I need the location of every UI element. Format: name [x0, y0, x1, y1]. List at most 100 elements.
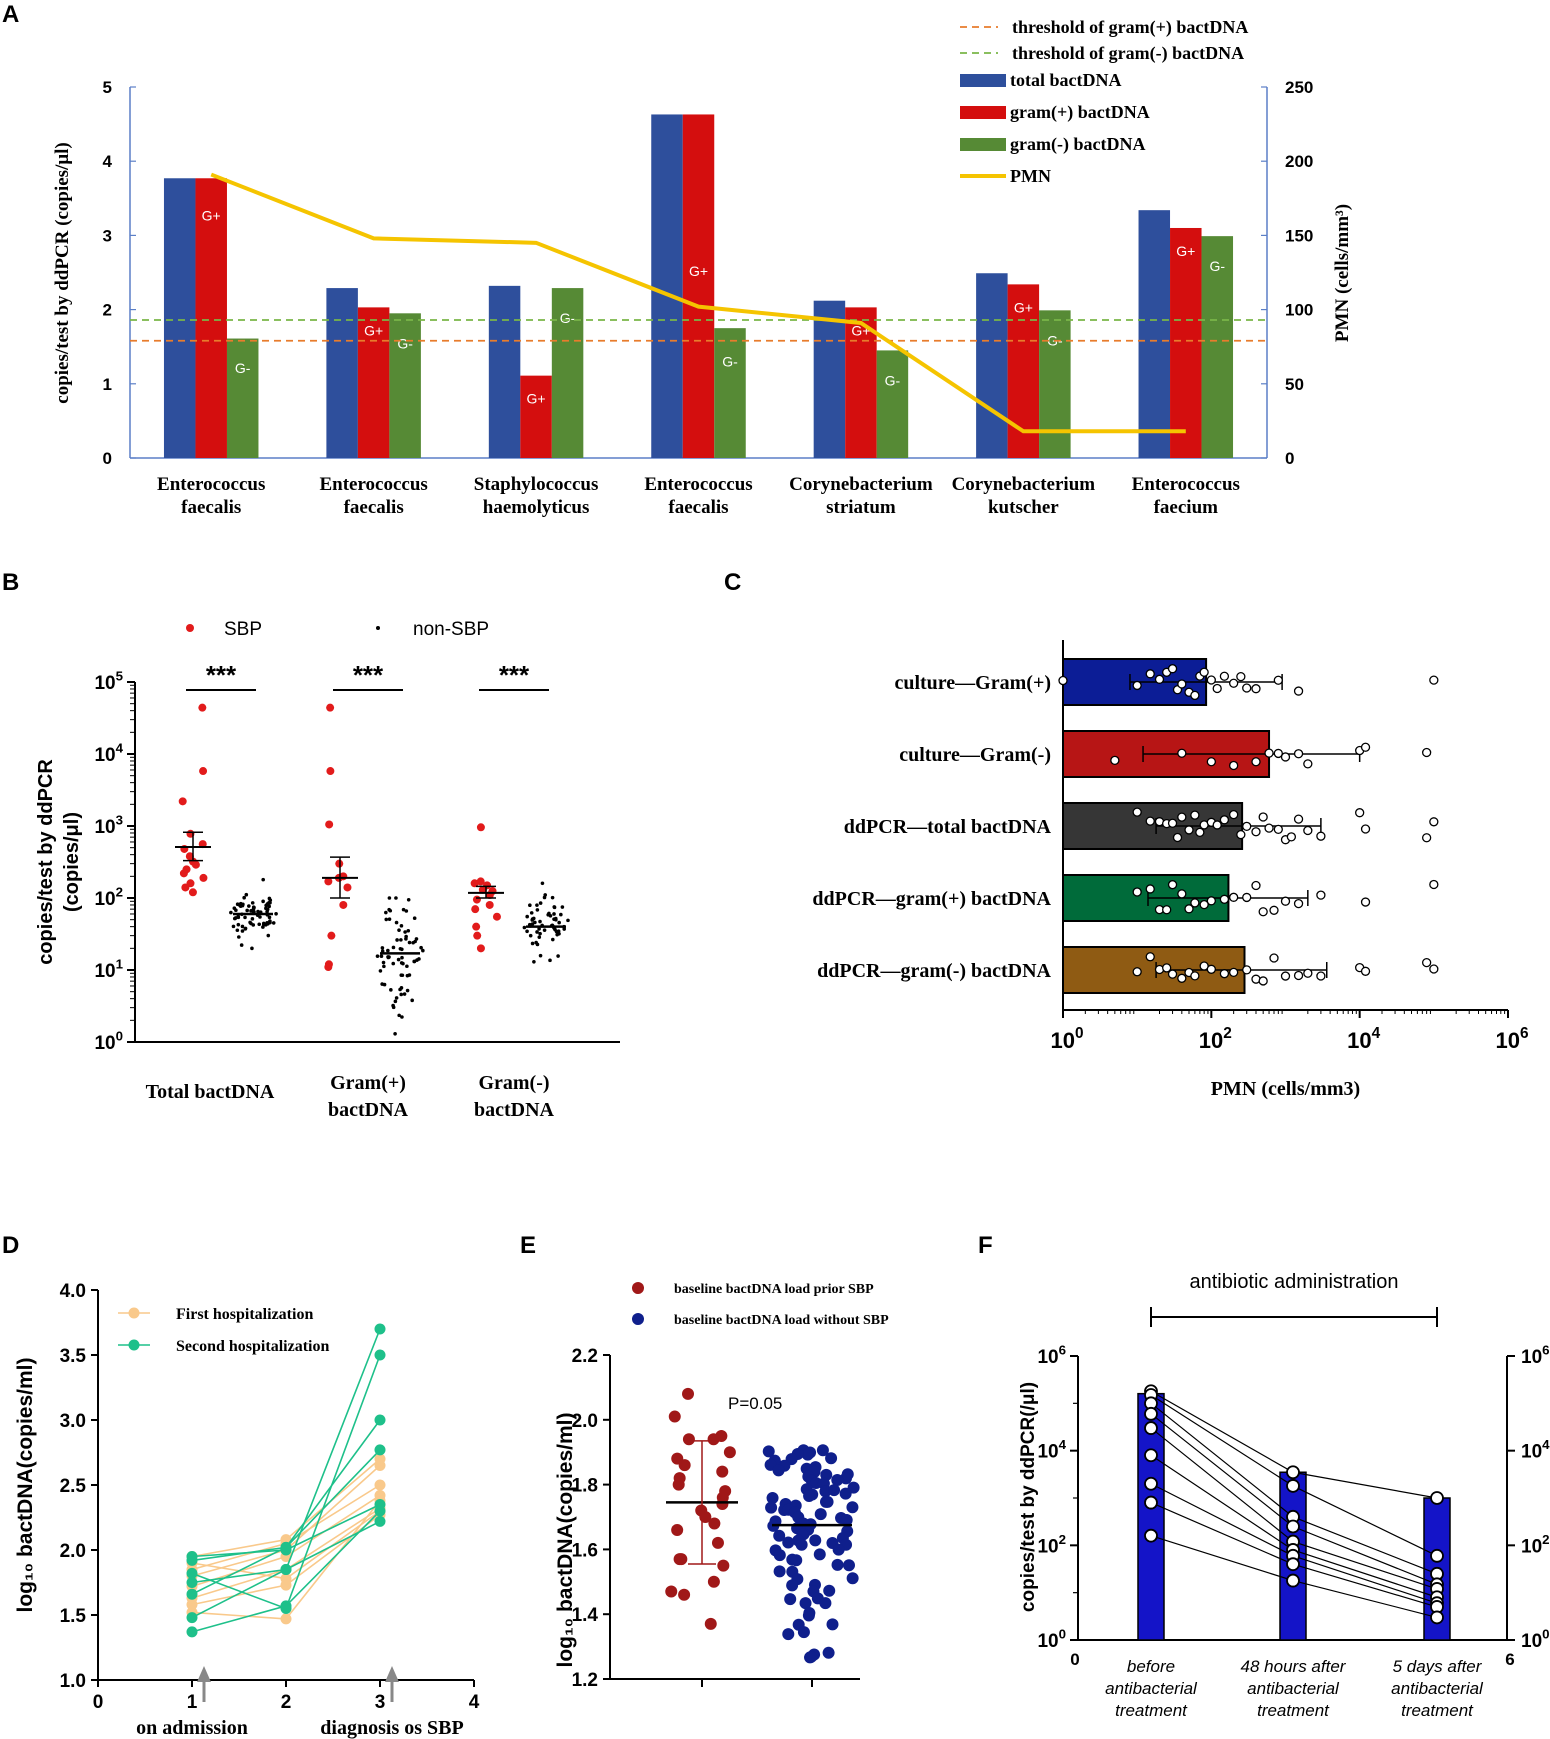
- e-prior-sbp-point: [707, 1433, 720, 1446]
- e-legend-label: baseline bactDNA load without SBP: [674, 1313, 889, 1328]
- e-without-sbp-point: [832, 1543, 845, 1556]
- d-xtick-label: 2: [281, 1692, 292, 1713]
- e-prior-sbp-point: [723, 1446, 736, 1459]
- c-point: [1429, 879, 1439, 890]
- b-nonsbp-point: [274, 911, 278, 916]
- e-prior-sbp-point: [708, 1517, 721, 1530]
- a-legend-swatch: [960, 74, 1006, 87]
- b-nonsbp-point: [525, 914, 529, 919]
- e-legend-dot: [632, 1282, 644, 1294]
- b-nonsbp-point: [240, 929, 245, 933]
- b-nonsbp-point: [557, 920, 561, 925]
- a-bar-total: [163, 178, 196, 459]
- c-point: [1058, 675, 1068, 686]
- c-point: [1212, 820, 1222, 830]
- b-nonsbp-point: [417, 957, 421, 961]
- b-legend-label: SBP: [224, 619, 262, 640]
- b-group-label: Gram(-): [478, 1072, 549, 1094]
- e-without-sbp-point: [846, 1572, 859, 1585]
- d-legend-marker: [128, 1339, 140, 1351]
- b-group-label: bactDNA: [328, 1099, 409, 1121]
- b-nonsbp-point: [535, 930, 539, 934]
- b-nonsbp-point: [384, 917, 389, 922]
- d-second-point: [186, 1567, 198, 1579]
- b-nonsbp-point: [542, 895, 547, 900]
- a-category-label: faecalis: [181, 497, 241, 518]
- f-paired-point: [1286, 1519, 1300, 1534]
- c-point: [1145, 952, 1155, 962]
- e-y-axis-label: log₁₀ bactDNA(copies/ml): [554, 1412, 577, 1667]
- d-ytick-label: 3.0: [60, 1411, 86, 1432]
- b-nonsbp-point: [251, 923, 256, 927]
- b-nonsbp-point: [240, 924, 245, 929]
- c-point: [1195, 827, 1205, 838]
- b-nonsbp-point: [537, 927, 541, 931]
- a-category-label: faecium: [1154, 497, 1219, 518]
- d-second-point: [374, 1323, 386, 1335]
- e-without-sbp-point: [831, 1558, 844, 1571]
- a-bar-label: G-: [1210, 258, 1226, 274]
- b-nonsbp-point: [538, 953, 543, 958]
- c-point: [1229, 760, 1239, 771]
- f-ytick-label: 104: [1037, 1437, 1066, 1463]
- e-prior-sbp-point: [707, 1575, 720, 1588]
- c-point: [1177, 973, 1187, 983]
- b-nonsbp-point: [562, 927, 567, 931]
- b-nonsbp-point: [400, 1015, 404, 1019]
- b-nonsbp-point: [542, 928, 547, 932]
- b-nonsbp-point: [533, 920, 537, 925]
- c-point: [1421, 833, 1432, 843]
- a-legend-label: gram(-) bactDNA: [1010, 134, 1145, 155]
- b-sbp-point: [324, 963, 333, 972]
- d-second-point: [374, 1414, 386, 1426]
- d-second-point: [374, 1499, 386, 1510]
- c-point: [1429, 817, 1439, 827]
- panel-label-f: F: [978, 1232, 993, 1259]
- d-second-point: [186, 1612, 198, 1624]
- panel-label-b: B: [2, 569, 19, 596]
- c-point: [1273, 675, 1283, 685]
- b-nonsbp-point: [250, 901, 255, 905]
- b-sbp-point: [472, 922, 481, 931]
- a-bar-gram-neg: [714, 328, 746, 458]
- b-nonsbp-point: [540, 881, 545, 886]
- c-category-label: ddPCR—total bactDNA: [844, 816, 1052, 838]
- b-significance-label: ***: [353, 660, 384, 690]
- b-nonsbp-point: [421, 948, 425, 953]
- c-point: [1242, 683, 1252, 693]
- a-legend-label: total bactDNA: [1010, 70, 1121, 90]
- c-point: [1303, 968, 1313, 978]
- c-point: [1316, 831, 1326, 841]
- e-prior-sbp-point: [704, 1617, 717, 1630]
- b-nonsbp-point: [391, 1005, 396, 1010]
- b-sbp-point: [326, 703, 335, 712]
- d-second-point: [186, 1551, 198, 1562]
- f-category-label: before: [1127, 1657, 1175, 1676]
- b-sbp-point: [473, 931, 482, 940]
- e-without-sbp-point: [803, 1489, 816, 1502]
- c-point: [1264, 748, 1274, 758]
- b-nonsbp-point: [538, 931, 542, 936]
- a-category-label: Enterococcus: [157, 474, 265, 495]
- c-category-label: ddPCR—gram(-) bactDNA: [817, 960, 1051, 982]
- e-without-sbp-point: [782, 1628, 795, 1641]
- f-paired-point: [1144, 1495, 1158, 1510]
- a-category-label: Staphylococcus: [474, 474, 599, 495]
- b-ytick-label: 101: [94, 956, 123, 982]
- b-nonsbp-point: [548, 958, 552, 963]
- f-category-label: treatment: [1115, 1701, 1188, 1720]
- c-point: [1269, 953, 1279, 963]
- a-bar-gram-neg: [551, 288, 584, 458]
- d-annotation: on admission: [136, 1717, 248, 1739]
- b-sbp-point: [325, 820, 334, 829]
- f-paired-point: [1144, 1476, 1158, 1491]
- b-nonsbp-point: [235, 928, 240, 933]
- b-y-axis-label: copies/test by ddPCR: [35, 759, 57, 965]
- c-point: [1429, 675, 1439, 685]
- f-ytick-label: 106: [1037, 1342, 1066, 1368]
- e-prior-sbp-point: [665, 1585, 678, 1598]
- b-nonsbp-point: [537, 935, 542, 939]
- c-point: [1360, 742, 1371, 752]
- c-point: [1184, 904, 1194, 914]
- panel-d-chart: 1.0 1.5 2.0 2.5 3.0 3.5 4.0 0 1 2 3 4 log₁₀ bactDNA(…: [14, 1281, 480, 1739]
